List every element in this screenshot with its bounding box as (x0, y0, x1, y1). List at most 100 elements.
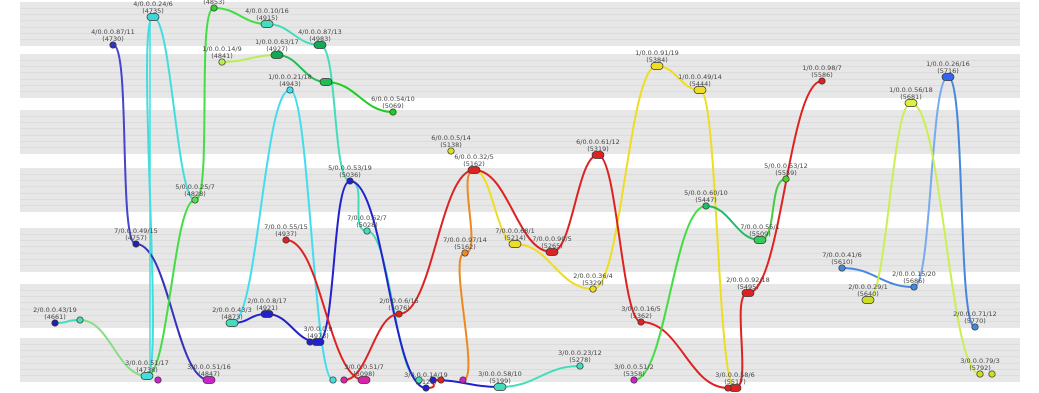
node-n33[interactable]: 2/0.0.0.29/1(5640) (848, 283, 888, 304)
node-n45[interactable]: 3/0.0.0.51/7(5098) (344, 363, 384, 384)
node-n1[interactable]: 4/0.0.0.24/6(4735) (133, 0, 173, 21)
node-marker[interactable] (693, 86, 707, 94)
node-n59[interactable] (76, 316, 84, 324)
node-n56[interactable] (459, 376, 467, 384)
node-marker[interactable] (51, 319, 59, 327)
node-marker[interactable] (467, 166, 481, 174)
node-marker[interactable] (260, 20, 274, 28)
node-n44[interactable]: 3/0.0.0.51/16(4847) (187, 363, 231, 384)
node-n61[interactable] (306, 338, 314, 346)
node-marker[interactable] (306, 338, 314, 346)
node-marker[interactable] (363, 227, 371, 235)
node-marker[interactable] (630, 376, 638, 384)
node-n38[interactable]: 2/0.0.0.6/15(5076) (379, 297, 419, 318)
node-marker[interactable] (941, 73, 955, 81)
node-marker[interactable] (109, 41, 117, 49)
node-marker[interactable] (415, 376, 423, 384)
node-marker[interactable] (437, 376, 445, 384)
node-n27[interactable]: 7/0.0.0.68/1(5214) (495, 227, 535, 248)
node-n15[interactable]: 1/0.0.0.56/18(5681) (889, 86, 933, 107)
node-marker[interactable] (218, 58, 226, 66)
node-marker[interactable] (422, 384, 430, 392)
node-marker[interactable] (225, 319, 239, 327)
node-marker[interactable] (741, 289, 755, 297)
node-n23[interactable]: 7/0.0.0.62/7(5028) (347, 214, 387, 235)
node-n37[interactable]: 2/0.0.0.43/19(4661) (33, 306, 77, 327)
node-marker[interactable] (447, 147, 455, 155)
node-n6[interactable]: 1/0.0.0.14/9(4841) (202, 45, 242, 66)
node-marker[interactable] (910, 283, 918, 291)
node-n11[interactable]: 1/0.0.0.91/19(5384) (635, 49, 679, 70)
node-marker[interactable] (319, 78, 333, 86)
node-marker[interactable] (260, 310, 274, 318)
node-n42[interactable]: 3/0.0.0.16/5(5362) (621, 305, 661, 326)
node-marker[interactable] (389, 108, 397, 116)
node-n29[interactable]: 7/0.0.0.55/1(5509) (740, 223, 780, 244)
node-marker[interactable] (313, 41, 327, 49)
node-marker[interactable] (591, 151, 605, 159)
node-n18[interactable]: 6/0.0.0.61/12(5319) (576, 138, 620, 159)
node-n28[interactable]: 7/0.0.0.90/5(5265) (532, 235, 572, 256)
node-marker[interactable] (753, 236, 767, 244)
node-n4[interactable]: 4/0.0.0.87/13(4983) (298, 28, 342, 49)
node-marker[interactable] (589, 285, 597, 293)
node-n58[interactable] (988, 370, 996, 378)
node-marker[interactable] (76, 316, 84, 324)
node-n57[interactable] (437, 376, 445, 384)
node-marker[interactable] (429, 376, 437, 384)
node-n46[interactable]: 3/0.0.0.14/19(5128) (404, 371, 448, 392)
node-marker[interactable] (576, 362, 584, 370)
node-marker[interactable] (357, 376, 371, 384)
node-n25[interactable]: 7/0.0.0.49/15(4757) (114, 227, 158, 248)
node-n34[interactable]: 2/0.0.0.15/20(5686) (892, 270, 936, 291)
node-n20[interactable]: 5/0.0.0.25/7(4828) (175, 183, 215, 204)
node-marker[interactable] (818, 77, 826, 85)
node-n10[interactable]: 6/0.0.0.54/10(5069) (371, 95, 415, 116)
node-n43[interactable]: 3/0.0.0.51/17(4738) (125, 359, 169, 380)
node-marker[interactable] (782, 175, 790, 183)
node-n41[interactable]: 3/0.0.0.23/12(5278) (558, 349, 602, 370)
node-marker[interactable] (210, 4, 218, 12)
node-marker[interactable] (650, 62, 664, 70)
node-n48[interactable]: 3/0.0.0.51/2(5358) (614, 363, 654, 384)
node-n53[interactable] (340, 376, 348, 384)
node-n31[interactable]: 2/0.0.0.36/4(5329) (573, 272, 613, 293)
node-marker[interactable] (724, 384, 732, 392)
node-marker[interactable] (282, 236, 290, 244)
node-n50[interactable]: 3/0.0.0.79/3(5792) (960, 357, 1000, 378)
node-n39[interactable]: 2/0.0.0.71/12(5770) (953, 310, 997, 331)
node-n17[interactable]: 6/0.0.0.32/5(5162) (454, 153, 494, 174)
node-marker[interactable] (270, 51, 284, 59)
node-marker[interactable] (988, 370, 996, 378)
node-marker[interactable] (493, 383, 507, 391)
node-marker[interactable] (340, 376, 348, 384)
node-marker[interactable] (140, 372, 154, 380)
node-n35[interactable]: 2/0.0.0.8/17(4921) (247, 297, 287, 318)
node-marker[interactable] (154, 376, 162, 384)
node-marker[interactable] (191, 196, 199, 204)
node-marker[interactable] (508, 240, 522, 248)
node-n12[interactable]: 1/0.0.0.49/14(5444) (678, 73, 722, 94)
node-n47[interactable]: 3/0.0.0.58/10(5199) (478, 370, 522, 391)
node-marker[interactable] (545, 248, 559, 256)
node-marker[interactable] (637, 318, 645, 326)
node-marker[interactable] (459, 376, 467, 384)
node-n24[interactable]: 7/0.0.0.55/15(4937) (264, 223, 308, 244)
node-marker[interactable] (132, 240, 140, 248)
node-n26[interactable]: 7/0.0.0.97/14(5162) (443, 236, 487, 257)
node-n21[interactable]: 5/0.0.0.53/12(5559) (764, 162, 808, 183)
node-n8[interactable]: 1/0.0.0.21/18(4943) (268, 73, 312, 94)
node-n5[interactable]: 4/0.0.0.87/11(4730) (91, 28, 135, 49)
node-n3[interactable]: 4/0.0.0.10/16(4915) (245, 7, 289, 28)
node-marker[interactable] (861, 296, 875, 304)
node-n60[interactable] (724, 384, 732, 392)
node-n13[interactable]: 1/0.0.0.98/7(5586) (802, 64, 842, 85)
node-marker[interactable] (971, 323, 979, 331)
node-marker[interactable] (202, 376, 216, 384)
node-n51[interactable] (329, 376, 337, 384)
node-marker[interactable] (461, 249, 469, 257)
node-marker[interactable] (976, 370, 984, 378)
node-n22[interactable]: 5/0.0.0.60/10(5447) (684, 189, 728, 210)
node-n52[interactable] (154, 376, 162, 384)
node-n2[interactable]: (4853) (203, 0, 225, 12)
